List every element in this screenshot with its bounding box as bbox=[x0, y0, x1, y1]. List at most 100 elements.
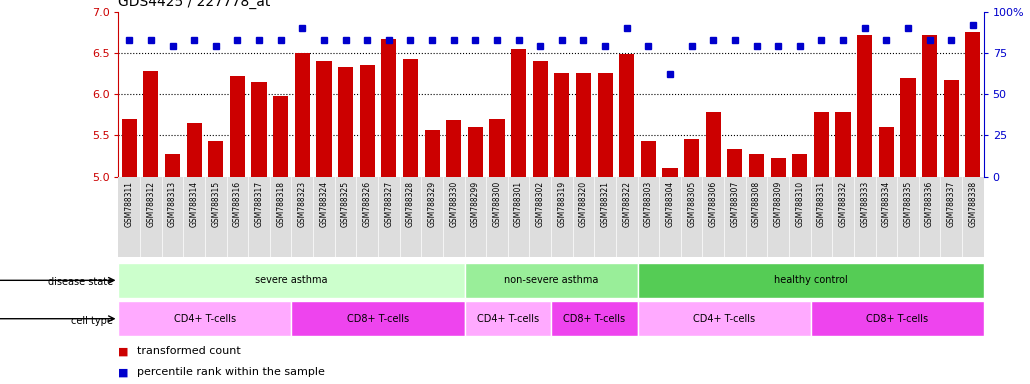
Text: GSM788328: GSM788328 bbox=[406, 181, 415, 227]
Text: GSM788333: GSM788333 bbox=[860, 181, 869, 227]
Bar bbox=[922, 35, 937, 177]
Text: GSM788309: GSM788309 bbox=[774, 181, 783, 227]
Text: GSM788327: GSM788327 bbox=[384, 181, 393, 227]
Bar bbox=[316, 61, 332, 177]
Text: CD8+ T-cells: CD8+ T-cells bbox=[347, 314, 409, 324]
Bar bbox=[879, 127, 894, 177]
Bar bbox=[273, 96, 288, 177]
Text: percentile rank within the sample: percentile rank within the sample bbox=[137, 367, 324, 377]
Bar bbox=[338, 67, 353, 177]
Bar bbox=[638, 301, 811, 336]
Text: GSM788326: GSM788326 bbox=[363, 181, 372, 227]
Bar bbox=[814, 112, 829, 177]
Text: GSM788304: GSM788304 bbox=[665, 181, 675, 227]
Text: disease state: disease state bbox=[48, 277, 113, 287]
Text: CD8+ T-cells: CD8+ T-cells bbox=[866, 314, 928, 324]
Bar bbox=[662, 169, 678, 177]
Bar bbox=[251, 82, 267, 177]
Bar bbox=[749, 154, 764, 177]
Bar bbox=[468, 127, 483, 177]
Bar bbox=[446, 121, 461, 177]
Text: cell type: cell type bbox=[71, 316, 113, 326]
Text: GSM788320: GSM788320 bbox=[579, 181, 588, 227]
Bar bbox=[403, 59, 418, 177]
Bar bbox=[641, 141, 656, 177]
Bar bbox=[489, 119, 505, 177]
Bar bbox=[533, 61, 548, 177]
Text: GSM788305: GSM788305 bbox=[687, 181, 696, 227]
Bar bbox=[554, 73, 570, 177]
Text: GSM788319: GSM788319 bbox=[557, 181, 566, 227]
Text: GSM788321: GSM788321 bbox=[600, 181, 610, 227]
Bar bbox=[295, 53, 310, 177]
Bar bbox=[943, 80, 959, 177]
Bar bbox=[208, 141, 224, 177]
Bar bbox=[291, 301, 465, 336]
Text: GSM788335: GSM788335 bbox=[903, 181, 913, 227]
Text: GSM788337: GSM788337 bbox=[947, 181, 956, 227]
Text: GSM788318: GSM788318 bbox=[276, 181, 285, 227]
Text: GSM788307: GSM788307 bbox=[730, 181, 740, 227]
Text: GSM788303: GSM788303 bbox=[644, 181, 653, 227]
Text: CD4+ T-cells: CD4+ T-cells bbox=[174, 314, 236, 324]
Bar bbox=[143, 71, 159, 177]
Bar bbox=[684, 139, 699, 177]
Bar bbox=[465, 263, 638, 298]
Text: GSM788322: GSM788322 bbox=[622, 181, 631, 227]
Text: GSM788306: GSM788306 bbox=[709, 181, 718, 227]
Text: GSM788314: GSM788314 bbox=[190, 181, 199, 227]
Text: GSM788324: GSM788324 bbox=[319, 181, 329, 227]
Text: ■: ■ bbox=[118, 367, 129, 377]
Text: GSM788313: GSM788313 bbox=[168, 181, 177, 227]
Text: GSM788310: GSM788310 bbox=[795, 181, 804, 227]
Bar bbox=[811, 301, 984, 336]
Bar bbox=[381, 39, 397, 177]
Text: GSM788325: GSM788325 bbox=[341, 181, 350, 227]
Text: GSM788301: GSM788301 bbox=[514, 181, 523, 227]
Text: GSM788302: GSM788302 bbox=[536, 181, 545, 227]
Bar bbox=[619, 55, 634, 177]
Bar bbox=[792, 154, 808, 177]
Bar bbox=[359, 65, 375, 177]
Text: GSM788336: GSM788336 bbox=[925, 181, 934, 227]
Bar bbox=[551, 301, 638, 336]
Bar bbox=[186, 123, 202, 177]
Text: ■: ■ bbox=[118, 346, 129, 356]
Text: CD8+ T-cells: CD8+ T-cells bbox=[563, 314, 625, 324]
Text: GDS4425 / 227778_at: GDS4425 / 227778_at bbox=[118, 0, 271, 9]
Text: GSM788311: GSM788311 bbox=[125, 181, 134, 227]
Text: GSM788323: GSM788323 bbox=[298, 181, 307, 227]
Text: GSM788308: GSM788308 bbox=[752, 181, 761, 227]
Text: GSM788329: GSM788329 bbox=[427, 181, 437, 227]
Text: non-severe asthma: non-severe asthma bbox=[504, 275, 598, 285]
Text: GSM788330: GSM788330 bbox=[449, 181, 458, 227]
Text: GSM788315: GSM788315 bbox=[211, 181, 220, 227]
Bar bbox=[727, 149, 743, 177]
Bar bbox=[230, 76, 245, 177]
Bar bbox=[465, 301, 551, 336]
Text: transformed count: transformed count bbox=[137, 346, 241, 356]
Bar bbox=[900, 78, 916, 177]
Bar bbox=[965, 32, 981, 177]
Text: GSM788331: GSM788331 bbox=[817, 181, 826, 227]
Bar bbox=[424, 129, 440, 177]
Text: GSM788317: GSM788317 bbox=[254, 181, 264, 227]
Text: GSM788332: GSM788332 bbox=[838, 181, 848, 227]
Text: GSM788299: GSM788299 bbox=[471, 181, 480, 227]
Bar bbox=[706, 112, 721, 177]
Bar bbox=[118, 263, 465, 298]
Bar bbox=[638, 263, 984, 298]
Bar bbox=[576, 73, 591, 177]
Bar bbox=[857, 35, 872, 177]
Text: GSM788316: GSM788316 bbox=[233, 181, 242, 227]
Bar bbox=[165, 154, 180, 177]
Text: GSM788300: GSM788300 bbox=[492, 181, 502, 227]
Bar bbox=[597, 73, 613, 177]
Text: GSM788338: GSM788338 bbox=[968, 181, 977, 227]
Text: CD4+ T-cells: CD4+ T-cells bbox=[477, 314, 539, 324]
Text: GSM788312: GSM788312 bbox=[146, 181, 156, 227]
Bar bbox=[511, 49, 526, 177]
Bar bbox=[835, 112, 851, 177]
Bar bbox=[118, 301, 291, 336]
Text: healthy control: healthy control bbox=[774, 275, 848, 285]
